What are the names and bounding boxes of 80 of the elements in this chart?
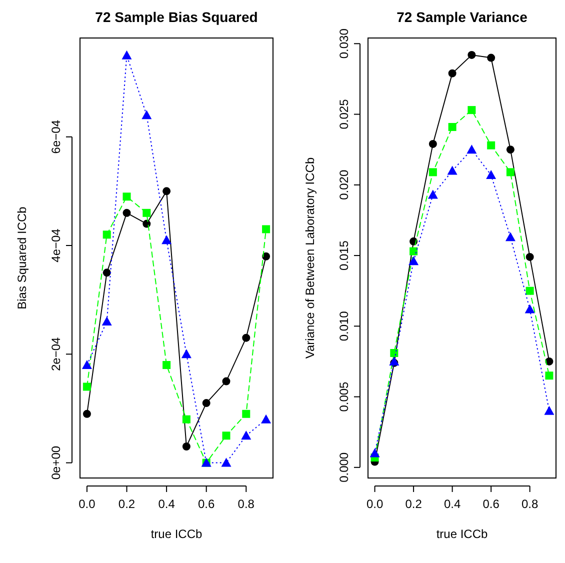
x-tick-label: 0.6 bbox=[482, 497, 500, 511]
point bbox=[222, 432, 230, 440]
point bbox=[262, 252, 270, 260]
point bbox=[448, 122, 456, 131]
x-tick-label: 0.4 bbox=[444, 497, 461, 511]
point bbox=[181, 349, 192, 358]
y-axis-title: Bias Squared ICCb bbox=[15, 206, 29, 310]
point bbox=[468, 106, 476, 114]
point bbox=[506, 168, 514, 176]
y-tick-label: 0.030 bbox=[337, 28, 351, 59]
point bbox=[428, 140, 437, 148]
x-tick-label: 0.8 bbox=[238, 497, 255, 511]
point bbox=[505, 232, 516, 242]
point bbox=[390, 348, 398, 357]
point bbox=[545, 357, 554, 366]
y-tick-label: 0.015 bbox=[337, 240, 351, 271]
point bbox=[182, 415, 190, 424]
y-tick-label: 2e−04 bbox=[49, 336, 63, 371]
point bbox=[82, 410, 91, 418]
y-tick-label: 6e−04 bbox=[49, 120, 63, 154]
point bbox=[545, 372, 554, 380]
x-tick-label: 0.2 bbox=[405, 497, 422, 511]
x-tick-label: 0.6 bbox=[198, 497, 216, 511]
point bbox=[486, 170, 496, 180]
point bbox=[544, 406, 554, 415]
x-tick-label: 0.8 bbox=[521, 497, 538, 511]
y-tick-label: 0.005 bbox=[337, 381, 351, 412]
point bbox=[466, 144, 477, 154]
x-axis-title: true ICCb bbox=[150, 527, 202, 541]
point bbox=[428, 168, 437, 176]
point bbox=[182, 442, 190, 450]
point bbox=[370, 448, 380, 458]
y-tick-label: 0.025 bbox=[337, 98, 351, 130]
point bbox=[524, 304, 535, 314]
point bbox=[122, 50, 132, 60]
point bbox=[428, 190, 438, 199]
point bbox=[142, 208, 151, 217]
x-tick-label: 0.2 bbox=[118, 497, 136, 511]
point bbox=[389, 356, 400, 366]
y-tick-label: 0e+00 bbox=[49, 446, 63, 480]
y-axis-title: Variance of Between Laboratory ICCb bbox=[303, 157, 317, 359]
point bbox=[408, 256, 419, 266]
point bbox=[526, 286, 534, 295]
point bbox=[102, 316, 112, 326]
point bbox=[162, 235, 172, 244]
point bbox=[262, 225, 270, 234]
point bbox=[162, 187, 171, 196]
point bbox=[82, 360, 92, 370]
point bbox=[122, 192, 131, 201]
point bbox=[122, 208, 131, 217]
x-tick-label: 0.4 bbox=[158, 497, 176, 511]
point bbox=[241, 430, 252, 440]
y-tick-label: 0.010 bbox=[337, 310, 351, 342]
chart-title: 72 Sample Variance bbox=[396, 9, 528, 25]
point bbox=[447, 166, 458, 175]
x-tick-label: 0.0 bbox=[366, 497, 384, 511]
chart-title: 72 Sample Bias Squared bbox=[95, 9, 258, 25]
point bbox=[102, 268, 111, 277]
y-tick-label: 4e−04 bbox=[49, 228, 63, 262]
point bbox=[261, 414, 272, 424]
y-tick-label: 0.020 bbox=[337, 170, 351, 200]
point bbox=[487, 54, 496, 62]
x-axis-title: true ICCb bbox=[436, 527, 488, 541]
point bbox=[242, 410, 250, 418]
point bbox=[162, 361, 171, 370]
point bbox=[526, 252, 534, 261]
point bbox=[506, 146, 514, 154]
x-tick-label: 0.0 bbox=[78, 497, 96, 511]
y-tick-label: 0.000 bbox=[337, 452, 351, 482]
point bbox=[221, 458, 232, 467]
point bbox=[468, 50, 476, 59]
point bbox=[82, 382, 91, 391]
point bbox=[142, 110, 152, 120]
point bbox=[202, 399, 210, 408]
point bbox=[242, 334, 250, 342]
point bbox=[410, 247, 418, 256]
point bbox=[102, 230, 111, 239]
point bbox=[487, 141, 496, 150]
point bbox=[222, 377, 230, 386]
point bbox=[448, 69, 456, 78]
